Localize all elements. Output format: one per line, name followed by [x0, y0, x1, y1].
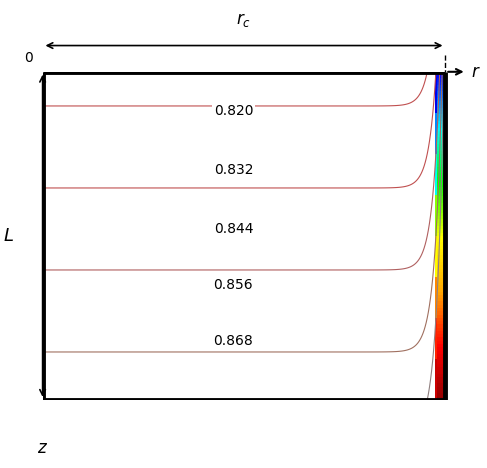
Text: $L$: $L$	[3, 227, 14, 245]
Text: $r$: $r$	[471, 63, 481, 81]
Text: 0.820: 0.820	[214, 104, 253, 118]
Text: 0.868: 0.868	[213, 334, 253, 348]
Text: 0.844: 0.844	[214, 222, 253, 236]
Text: $r_c$: $r_c$	[237, 11, 251, 29]
Text: $z$: $z$	[37, 439, 48, 457]
Text: 0.832: 0.832	[214, 163, 253, 177]
Text: 0.856: 0.856	[214, 278, 253, 292]
Text: $0$: $0$	[24, 51, 34, 65]
